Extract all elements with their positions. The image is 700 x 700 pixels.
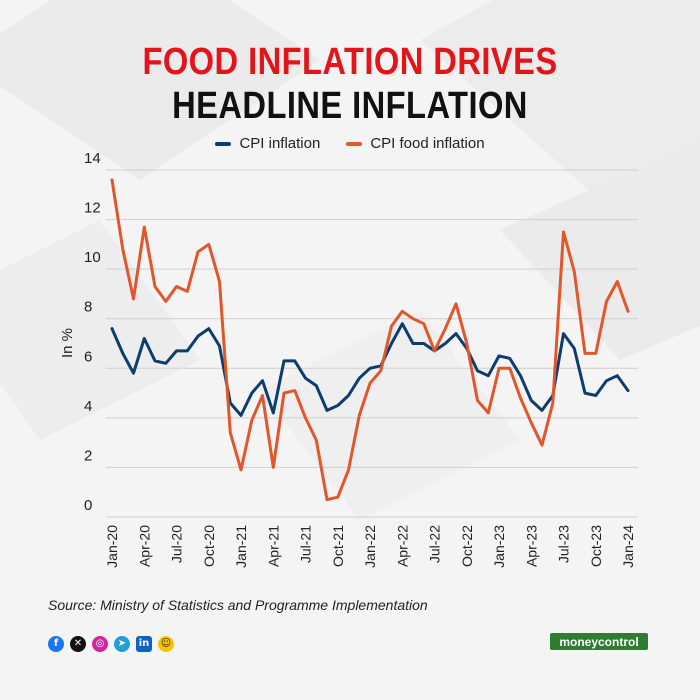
series-line-cpi bbox=[110, 322, 630, 417]
y-tick-label: 14 bbox=[84, 150, 101, 167]
legend-item-cpi: CPI inflation bbox=[215, 135, 320, 152]
line-chart: 0 2 4 6 8 10 12 14 In % Jan-20 Apr-20 Jul-20 Oct-2… bbox=[59, 150, 638, 568]
chart-legend: CPI inflation CPI food inflation bbox=[0, 135, 700, 152]
x-axis-ticks: Jan-20 Apr-20 Jul-20 Oct-20 Jan-21 Apr-21 Jul-… bbox=[104, 525, 636, 568]
y-tick-label: 12 bbox=[84, 200, 101, 217]
snapchat-icon[interactable]: ☺ bbox=[158, 636, 174, 652]
x-tick-label: Oct-22 bbox=[459, 525, 475, 567]
y-tick-label: 0 bbox=[84, 497, 92, 514]
y-tick-label: 10 bbox=[84, 249, 101, 266]
y-tick-label: 2 bbox=[84, 447, 92, 464]
x-tick-label: Jan-20 bbox=[104, 525, 120, 568]
series-line-food bbox=[110, 178, 630, 502]
grid-lines bbox=[106, 169, 638, 518]
y-tick-label: 6 bbox=[84, 348, 92, 365]
y-axis-ticks: 0 2 4 6 8 10 12 14 bbox=[84, 150, 101, 514]
legend-swatch-food bbox=[346, 141, 363, 146]
x-tick-label: Jul-23 bbox=[556, 525, 572, 563]
telegram-icon[interactable]: ➤ bbox=[114, 636, 130, 652]
x-tick-label: Oct-23 bbox=[588, 525, 604, 567]
x-tick-label: Jan-21 bbox=[233, 525, 249, 568]
instagram-icon[interactable]: ◎ bbox=[92, 636, 108, 652]
x-tick-label: Jan-23 bbox=[491, 525, 507, 568]
x-tick-label: Apr-21 bbox=[265, 525, 281, 567]
legend-label-cpi: CPI inflation bbox=[239, 135, 321, 152]
x-tick-label: Jul-21 bbox=[298, 525, 314, 563]
source-note: Source: Ministry of Statistics and Progr… bbox=[48, 597, 428, 613]
legend-label-food: CPI food inflation bbox=[370, 135, 485, 152]
y-tick-label: 8 bbox=[84, 299, 92, 316]
chart-title-line2: HEADLINE INFLATION bbox=[172, 85, 528, 127]
brand-logo: moneycontrol bbox=[550, 633, 648, 650]
x-tick-label: Jul-20 bbox=[169, 525, 185, 563]
x-tick-label: Oct-20 bbox=[201, 525, 217, 567]
y-axis-label: In % bbox=[59, 328, 76, 358]
x-tick-label: Oct-21 bbox=[330, 525, 346, 567]
x-tick-label: Apr-23 bbox=[523, 525, 539, 567]
x-tick-label: Jan-24 bbox=[620, 525, 636, 568]
linkedin-icon[interactable]: in bbox=[136, 636, 152, 652]
series-lines bbox=[110, 178, 630, 502]
legend-item-food: CPI food inflation bbox=[346, 135, 485, 152]
x-tick-label: Jul-22 bbox=[427, 525, 443, 563]
x-tick-label: Apr-20 bbox=[136, 525, 152, 567]
x-tick-label: Jan-22 bbox=[362, 525, 378, 568]
chart-title-line1: FOOD INFLATION DRIVES bbox=[142, 41, 558, 83]
legend-swatch-cpi bbox=[215, 141, 232, 146]
x-tick-label: Apr-22 bbox=[394, 525, 410, 567]
y-tick-label: 4 bbox=[84, 398, 92, 415]
social-icons: f ✕ ◎ ➤ in ☺ bbox=[48, 636, 174, 652]
x-icon[interactable]: ✕ bbox=[70, 636, 86, 652]
facebook-icon[interactable]: f bbox=[48, 636, 64, 652]
